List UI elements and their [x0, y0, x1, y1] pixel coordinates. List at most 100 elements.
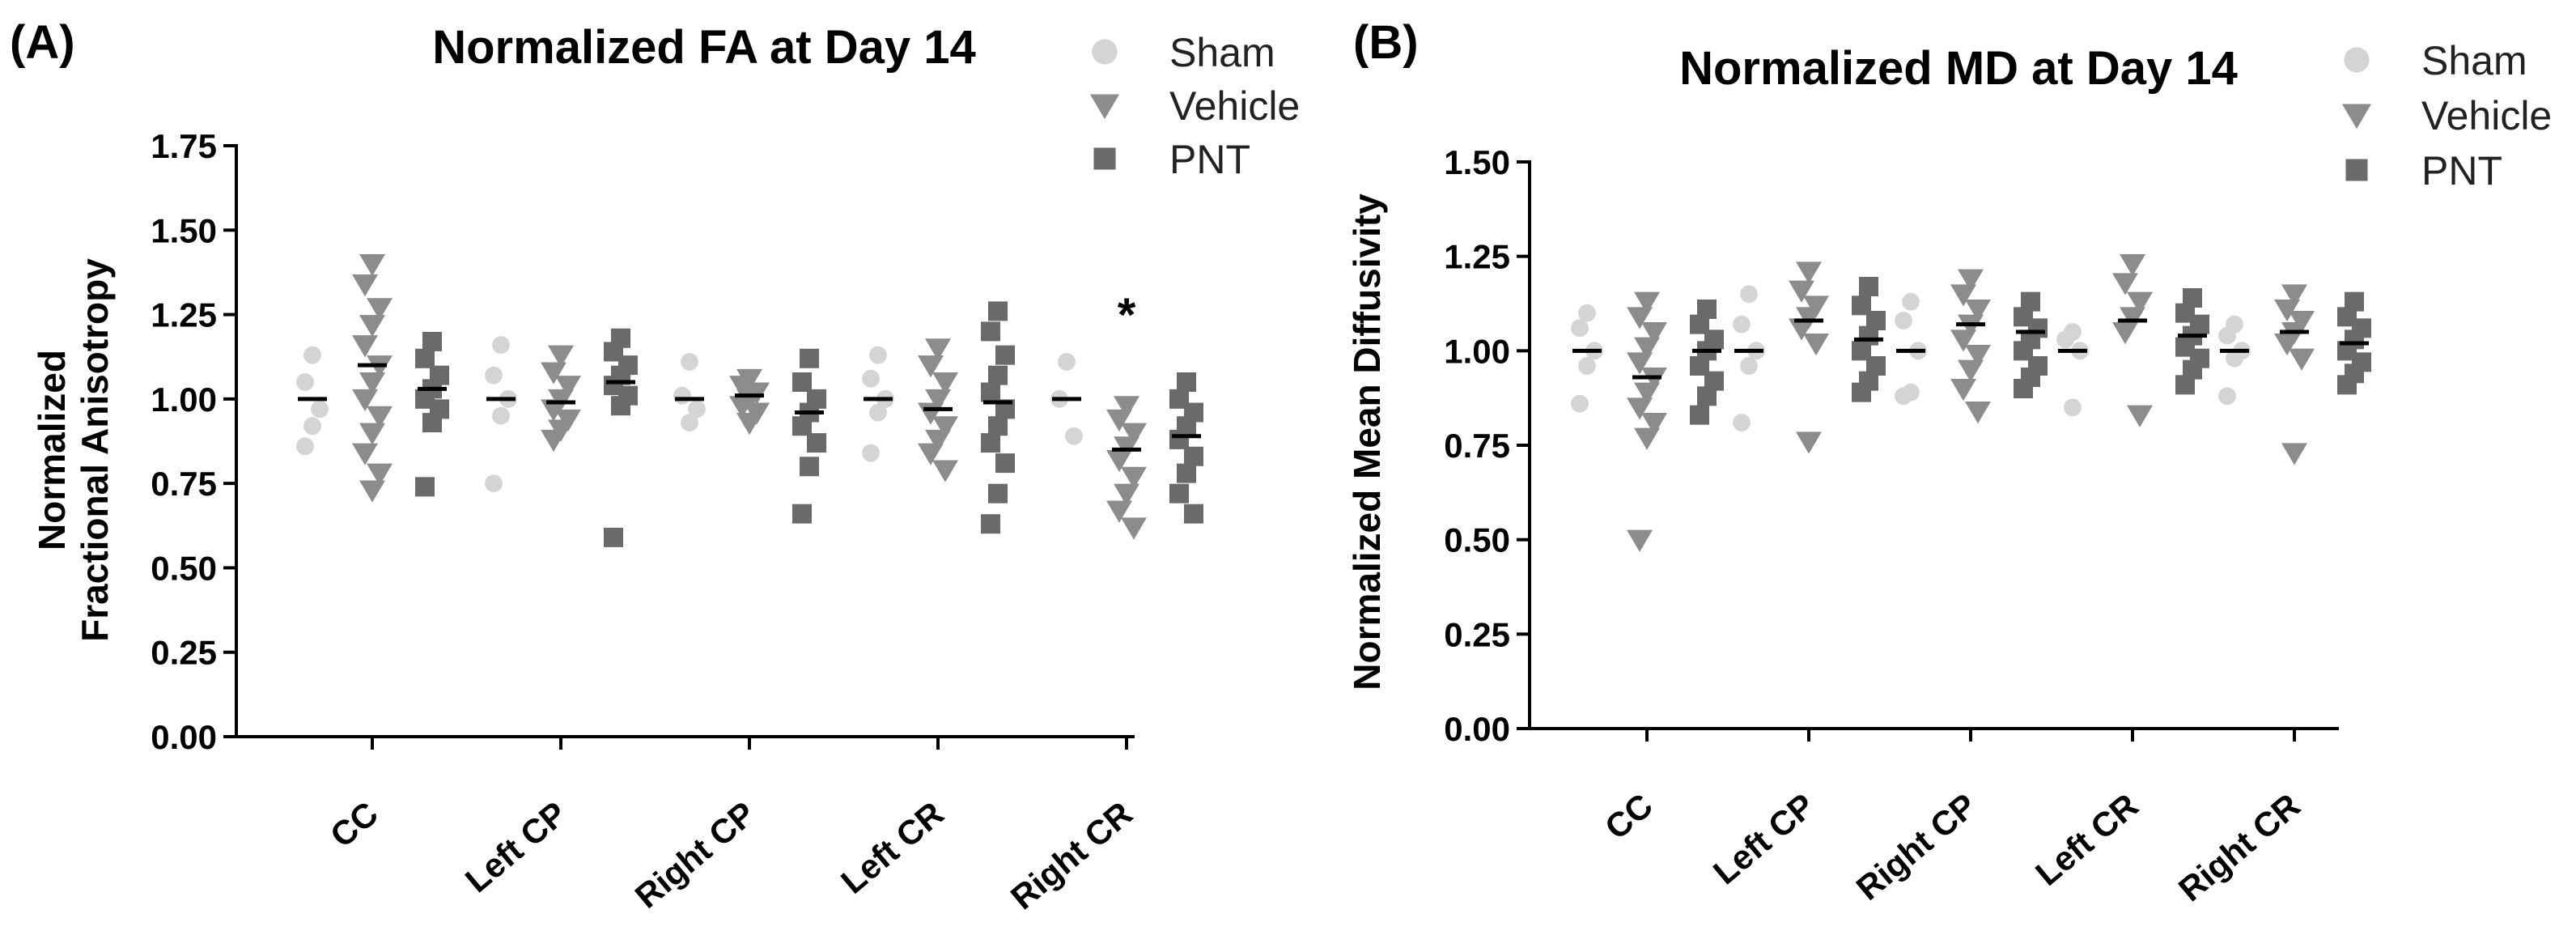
panel-a-y-tick-label: 1.25 [151, 296, 217, 334]
panel-a-point-sham [688, 400, 706, 419]
panel-a-point-sham [485, 474, 503, 493]
panel-a-x-tick-label: Right CP [628, 794, 762, 916]
panel-a-point-pnt [422, 413, 442, 433]
panel-a-point-sham [869, 346, 887, 364]
panel-b-x-tick-label: Left CP [1706, 786, 1822, 891]
panel-a-point-sham [681, 414, 698, 431]
panel-b-point-sham [1733, 414, 1751, 431]
panel-a-x-tick-label: CC [323, 794, 385, 855]
panel-a-point-vehicle [352, 443, 378, 465]
panel-b-point-vehicle [2281, 443, 2307, 465]
panel-b-point-vehicle [1796, 307, 1822, 329]
panel-b-legend-marker-sham [2344, 47, 2370, 73]
panel-b-point-sham [1578, 304, 1596, 322]
panel-a-point-vehicle [1114, 436, 1139, 459]
panel-a-point-pnt [1177, 372, 1196, 392]
panel-b-point-vehicle [1803, 295, 1829, 318]
panel-a-point-vehicle [1106, 449, 1132, 473]
panel-b-point-vehicle [2120, 254, 2145, 277]
panel-a-point-vehicle [541, 429, 567, 453]
panel-a-y-tick-label: 0.75 [151, 465, 217, 503]
panel-b-point-vehicle [1634, 427, 1660, 450]
panel-b-point-sham [2226, 349, 2243, 368]
panel-b-point-vehicle [1950, 379, 1976, 402]
panel-a-point-vehicle [1106, 409, 1132, 432]
panel-a-legend-label-sham: Sham [1169, 30, 1275, 75]
panel-a-title: Normalized FA at Day 14 [432, 21, 976, 74]
panel-a-point-vehicle [925, 429, 951, 453]
panel-a-point-pnt [981, 433, 1000, 453]
panel-b-point-vehicle [2120, 307, 2145, 329]
panel-a-point-sham [1065, 427, 1083, 445]
panel-a-point-vehicle [1121, 423, 1147, 445]
panel-a-annotations: * [1118, 289, 1136, 342]
panel-b-point-sham [1902, 292, 1920, 311]
panel-a-point-vehicle [1114, 483, 1139, 506]
panel-a-point-sham [492, 336, 510, 355]
panel-a-x-tick-label: Left CR [834, 794, 951, 901]
panel-a-y-tick-label: 1.00 [151, 380, 217, 419]
panel-a-point-vehicle [541, 399, 567, 422]
panel-a-point-vehicle [918, 443, 944, 465]
panel-a-point-vehicle [1106, 500, 1132, 523]
panel-a-point-vehicle [548, 345, 574, 368]
panel-b-point-vehicle [2281, 284, 2307, 307]
panel-b-point-vehicle [1627, 307, 1653, 329]
panel-a-legend-marker-vehicle [1090, 94, 1119, 120]
panel-a-point-vehicle [352, 335, 378, 358]
panel-b-point-pnt [1859, 277, 1878, 296]
panel-a-point-pnt [1177, 463, 1196, 483]
panel-b-point-vehicle [2274, 300, 2300, 322]
panel-a-point-pnt [981, 514, 1000, 534]
panel-a-point-vehicle [359, 372, 385, 395]
panel-a-point-pnt [988, 483, 1008, 504]
panel-a-point-pnt [1184, 504, 1203, 524]
panel-b-title: Normalized MD at Day 14 [1679, 42, 2238, 95]
panel-b-x-ticks: CC Left CP Right CP Left CR Right CR [1598, 729, 2307, 908]
panel-b-point-vehicle [1634, 291, 1660, 314]
panel-a-point-pnt [792, 372, 812, 392]
panel-b-point-sham [1740, 285, 1758, 304]
panel-b-point-sham [1895, 312, 1912, 329]
panel-b-y-tick-label: 0.75 [1444, 427, 1510, 465]
panel-a-letter: (A) [10, 16, 75, 69]
panel-a-legend-marker-pnt [1093, 147, 1116, 170]
panel-b-point-pnt [2175, 375, 2195, 395]
panel-b-point-vehicle [1627, 352, 1653, 375]
panel-a-point-pnt [988, 365, 1008, 385]
panel-b-point-sham [2218, 387, 2236, 406]
panel-b-point-vehicle [2127, 291, 2153, 314]
panel-b-y-ticks: 0.00 0.25 0.50 0.75 1.00 1.25 1.50 [1444, 143, 1530, 748]
panel-a-point-vehicle [359, 254, 385, 277]
panel-b-point-vehicle [2127, 405, 2153, 427]
panel-a-point-sham [311, 400, 329, 419]
panel-b-point-sham [1895, 387, 1912, 406]
panel-a-point-vehicle [932, 416, 958, 439]
panel-a-point-sham [862, 444, 880, 462]
panel-a-point-sham [673, 386, 691, 405]
panel-b-point-vehicle [1796, 261, 1822, 284]
panel-b-point-pnt [2014, 379, 2033, 398]
panel-b-legend: Sham Vehicle PNT [2342, 38, 2552, 193]
panel-a-point-sham [485, 366, 503, 385]
panel-b-point-vehicle [1634, 382, 1660, 405]
panel-a-point-vehicle [1114, 396, 1139, 419]
panel-a-point-vehicle [932, 460, 958, 482]
panel-b-point-vehicle [1627, 397, 1653, 420]
panel-b-point-vehicle [1965, 345, 1991, 368]
panel-a-point-vehicle [359, 315, 385, 338]
panel-a-y-tick-label: 0.00 [151, 718, 217, 756]
panel-a-point-sham [862, 369, 880, 388]
panel-a-x-tick-label: Left CP [458, 794, 574, 899]
panel-b-point-vehicle [2112, 273, 2138, 295]
panel-a-legend-label-pnt: PNT [1169, 137, 1250, 182]
panel-b-point-vehicle [1958, 269, 1984, 291]
panel-a-legend: Sham Vehicle PNT [1090, 30, 1300, 182]
panel-a-point-pnt [995, 453, 1015, 474]
panel-b-point-vehicle [1789, 318, 1814, 341]
panel-b-point-sham [1733, 315, 1751, 334]
panel-a-y-tick-label: 0.25 [151, 634, 217, 672]
panel-b-y-tick-label: 1.00 [1444, 332, 1510, 370]
panel-b-point-vehicle [1789, 280, 1814, 303]
